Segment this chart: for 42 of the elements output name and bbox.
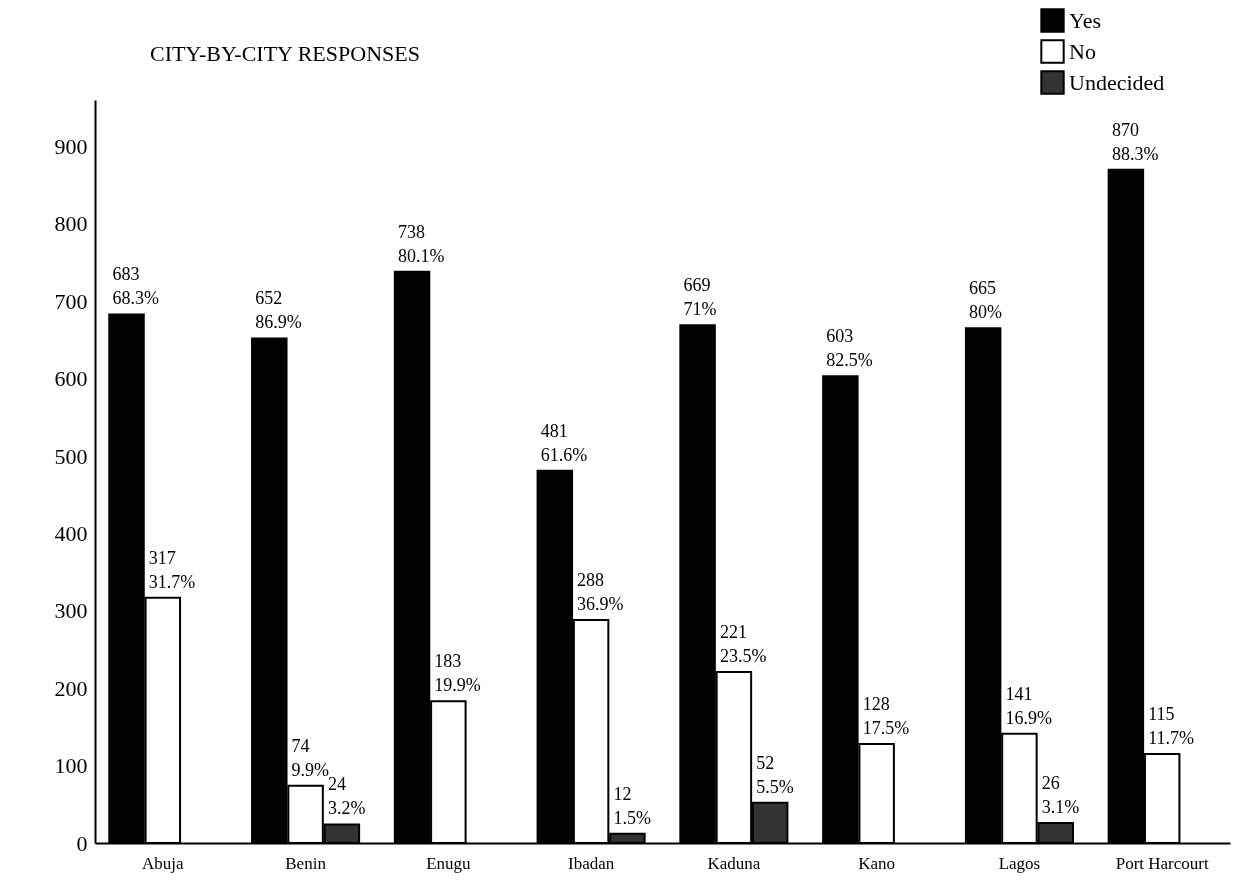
data-label: 603 82.5% bbox=[826, 326, 873, 371]
data-label: 12 1.5% bbox=[613, 783, 651, 828]
y-tick-label: 700 bbox=[54, 288, 88, 314]
data-label: 183 19.9% bbox=[434, 651, 481, 696]
legend-label: Yes bbox=[1069, 7, 1102, 33]
data-label: 115 11.7% bbox=[1148, 703, 1195, 748]
y-tick-label: 600 bbox=[54, 366, 88, 392]
data-label: 221 23.5% bbox=[719, 621, 767, 666]
y-tick-label: 300 bbox=[54, 598, 88, 624]
data-label: 288 36.9% bbox=[577, 570, 624, 615]
y-tick-label: 0 bbox=[76, 830, 88, 856]
legend-label: No bbox=[1069, 38, 1096, 64]
y-tick-label: 900 bbox=[54, 133, 88, 159]
data-label: 128 17.5% bbox=[862, 693, 910, 738]
chart-title: CITY-BY-CITY RESPONSES bbox=[150, 41, 420, 66]
x-tick-label: Benin bbox=[285, 853, 327, 873]
data-label: 26 3.1% bbox=[1041, 772, 1080, 817]
data-label: 24 3.2% bbox=[327, 774, 366, 819]
y-tick-label: 800 bbox=[54, 211, 88, 237]
y-tick-label: 400 bbox=[54, 520, 88, 546]
data-label: 870 88.3% bbox=[1111, 119, 1159, 164]
data-label: 738 80.1% bbox=[398, 221, 445, 266]
data-label: 481 61.6% bbox=[540, 420, 588, 465]
data-label: 669 71% bbox=[683, 275, 717, 320]
x-tick-label: Port Harcourt bbox=[1115, 853, 1209, 873]
x-tick-label: Kaduna bbox=[707, 853, 761, 873]
legend-label: Undecided bbox=[1069, 69, 1165, 95]
data-label: 74 9.9% bbox=[291, 735, 330, 780]
data-label: 683 68.3% bbox=[112, 264, 160, 309]
x-tick-label: Abuja bbox=[142, 853, 185, 873]
y-tick-label: 200 bbox=[54, 675, 88, 701]
data-label: 317 31.7% bbox=[148, 547, 196, 592]
y-tick-label: 500 bbox=[54, 443, 88, 469]
x-tick-label: Enugu bbox=[426, 853, 472, 873]
data-label: 52 5.5% bbox=[756, 752, 794, 797]
x-tick-label: Kano bbox=[858, 853, 896, 873]
x-tick-label: Ibadan bbox=[567, 853, 615, 873]
data-label: 141 16.9% bbox=[1005, 683, 1052, 728]
x-tick-label: Lagos bbox=[998, 853, 1041, 873]
y-tick-label: 100 bbox=[54, 753, 88, 779]
data-label: 652 86.9% bbox=[255, 288, 302, 333]
data-label: 665 80% bbox=[969, 278, 1003, 323]
